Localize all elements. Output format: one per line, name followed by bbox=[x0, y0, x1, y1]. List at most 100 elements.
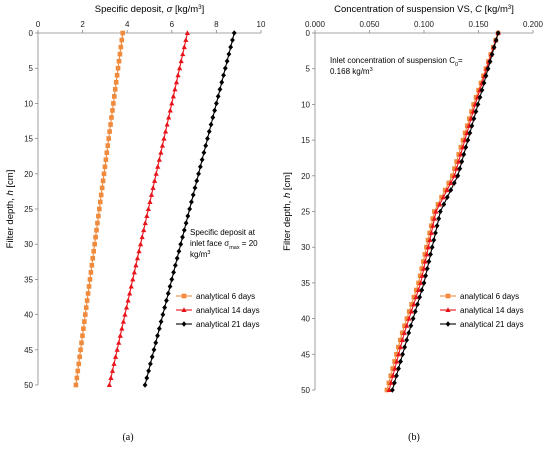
data-point bbox=[432, 209, 437, 214]
legend-marker bbox=[445, 293, 451, 299]
annotation-line-2: 0.168 kg/m3 bbox=[330, 67, 373, 76]
data-point bbox=[84, 298, 90, 303]
series-6-days bbox=[73, 30, 126, 388]
data-point bbox=[111, 361, 117, 366]
annotation-line-2: inlet face σmax = 20 bbox=[190, 239, 258, 251]
y-tick-label: 5 bbox=[29, 64, 34, 73]
legend-marker bbox=[181, 321, 187, 327]
data-point bbox=[495, 30, 501, 36]
data-point bbox=[78, 347, 83, 353]
data-point bbox=[461, 151, 467, 158]
data-point bbox=[435, 202, 441, 207]
data-point bbox=[101, 171, 107, 177]
data-point bbox=[172, 86, 178, 92]
data-point bbox=[427, 230, 432, 236]
data-point bbox=[428, 223, 434, 229]
data-point bbox=[228, 44, 234, 50]
data-point bbox=[422, 258, 428, 264]
legend: analytical 6 days analytical 14 days analy… bbox=[440, 292, 524, 329]
data-point bbox=[196, 171, 201, 177]
data-point bbox=[156, 325, 162, 332]
data-point bbox=[208, 121, 214, 128]
data-point bbox=[384, 387, 390, 393]
data-point bbox=[427, 237, 433, 243]
data-point bbox=[144, 375, 150, 381]
chart-panel-b: 0.000 0.050 0.100 0.150 0.200 0 5 10 15 20 25 30 35 4… bbox=[282, 4, 544, 443]
data-point bbox=[159, 142, 166, 148]
data-point bbox=[413, 287, 419, 293]
data-point bbox=[167, 283, 173, 290]
data-point bbox=[420, 259, 426, 264]
data-point bbox=[419, 272, 425, 278]
data-point bbox=[430, 216, 436, 221]
data-point bbox=[440, 194, 447, 200]
data-point bbox=[75, 368, 81, 374]
data-point bbox=[97, 199, 103, 205]
y-tick-label: 35 bbox=[24, 275, 33, 284]
data-point bbox=[83, 305, 89, 310]
y-tick-label: 50 bbox=[24, 381, 33, 390]
data-point bbox=[415, 301, 420, 308]
data-point bbox=[222, 65, 228, 71]
data-point bbox=[176, 248, 182, 255]
data-point bbox=[408, 322, 414, 329]
data-point bbox=[431, 237, 437, 243]
data-point bbox=[85, 291, 91, 296]
data-point bbox=[462, 130, 468, 136]
panel-label: (a) bbox=[122, 432, 133, 443]
legend-entry: analytical 6 days bbox=[196, 292, 255, 301]
annotation-line-1: Specific deposit at bbox=[190, 228, 256, 237]
data-point bbox=[153, 171, 159, 176]
data-point bbox=[111, 101, 116, 106]
data-point bbox=[428, 230, 435, 235]
legend-entry: analytical 6 days bbox=[460, 292, 519, 301]
data-point bbox=[105, 143, 111, 148]
data-point bbox=[416, 280, 421, 286]
x-tick-label: 0.050 bbox=[359, 20, 380, 29]
data-point bbox=[467, 116, 472, 121]
data-point bbox=[404, 322, 410, 328]
y-tick-label: 45 bbox=[301, 350, 310, 359]
data-point bbox=[442, 187, 448, 193]
data-point bbox=[172, 262, 178, 269]
data-point bbox=[158, 149, 164, 155]
data-point bbox=[397, 344, 404, 350]
data-point bbox=[437, 201, 443, 207]
data-point bbox=[471, 115, 477, 122]
data-point bbox=[469, 123, 475, 129]
data-point bbox=[112, 87, 118, 92]
data-point bbox=[404, 316, 410, 321]
data-point bbox=[149, 354, 155, 360]
data-point bbox=[404, 337, 410, 343]
data-point bbox=[399, 337, 406, 343]
legend-entry: analytical 21 days bbox=[460, 320, 524, 329]
data-point bbox=[109, 368, 116, 373]
data-point bbox=[169, 276, 175, 283]
data-point bbox=[162, 128, 169, 134]
data-point bbox=[424, 265, 430, 272]
data-point bbox=[433, 230, 438, 236]
data-point bbox=[115, 65, 121, 71]
data-point bbox=[112, 94, 117, 99]
data-point bbox=[406, 309, 412, 314]
data-point bbox=[120, 318, 127, 324]
y-tick-label: 10 bbox=[301, 100, 310, 109]
data-point bbox=[147, 199, 153, 204]
data-point bbox=[203, 142, 209, 149]
y-tick-label: 40 bbox=[24, 311, 33, 320]
data-point bbox=[389, 387, 395, 393]
data-point bbox=[396, 351, 402, 357]
data-point bbox=[464, 123, 470, 129]
data-point bbox=[81, 326, 86, 331]
data-point bbox=[493, 37, 499, 43]
data-point bbox=[74, 375, 80, 381]
data-point bbox=[431, 215, 438, 221]
data-point bbox=[448, 187, 454, 193]
data-point bbox=[181, 227, 187, 233]
data-point bbox=[150, 185, 156, 190]
data-point bbox=[230, 37, 235, 43]
data-point bbox=[419, 266, 425, 271]
data-point bbox=[483, 73, 489, 79]
data-point bbox=[386, 380, 392, 386]
data-point bbox=[424, 251, 430, 257]
